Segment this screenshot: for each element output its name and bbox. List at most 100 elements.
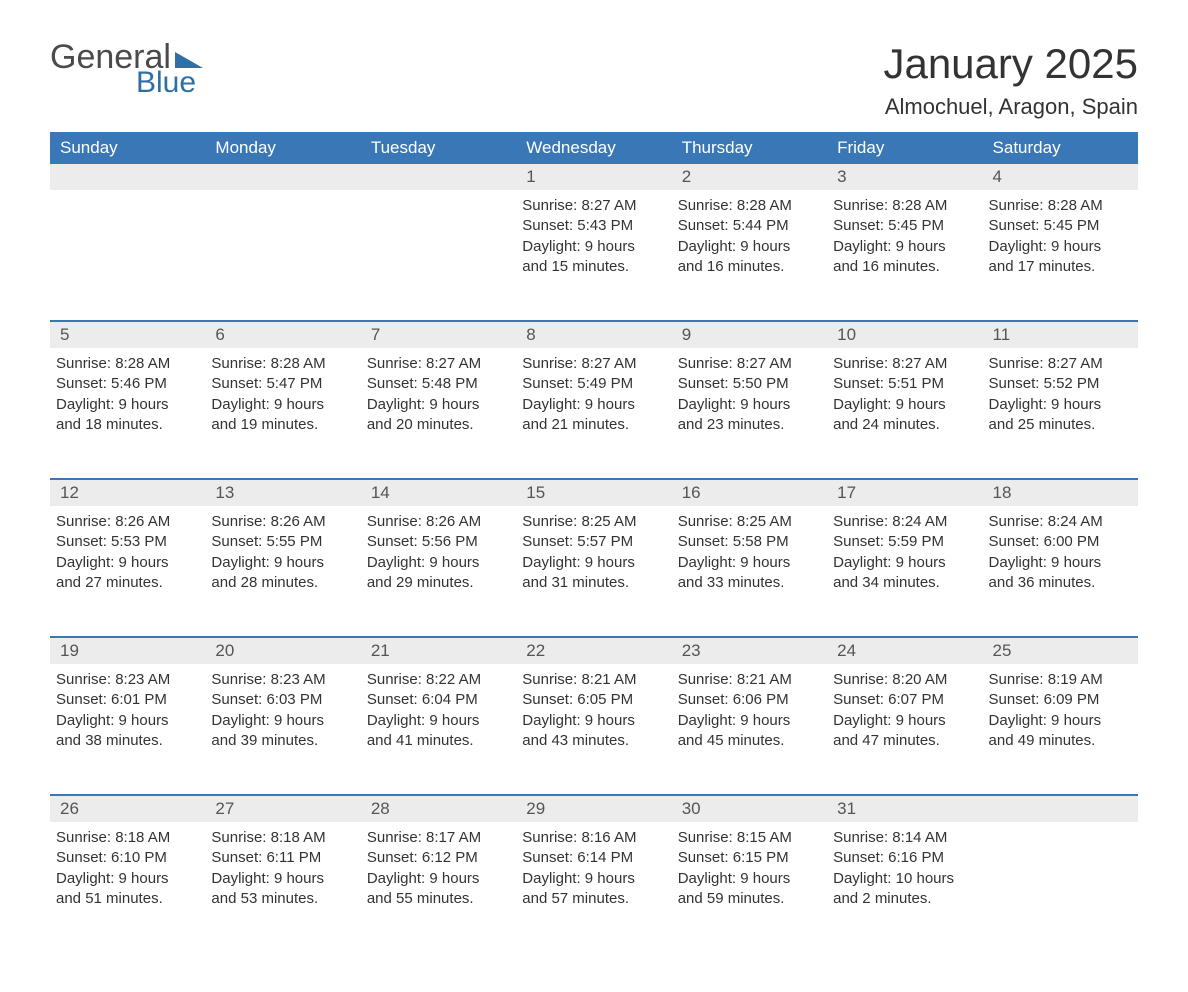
sunrise-text: Sunrise: 8:15 AM: [678, 828, 817, 848]
day1-text: Daylight: 9 hours: [56, 553, 195, 573]
sunrise-text: Sunrise: 8:20 AM: [833, 670, 972, 690]
sunset-text: Sunset: 6:04 PM: [367, 690, 506, 710]
sunrise-text: Sunrise: 8:16 AM: [522, 828, 661, 848]
day-cell-content: Sunrise: 8:27 AMSunset: 5:43 PMDaylight:…: [516, 190, 671, 293]
day-cell: Sunrise: 8:25 AMSunset: 5:58 PMDaylight:…: [672, 506, 827, 637]
day1-text: Daylight: 9 hours: [367, 553, 506, 573]
weekday-header: Tuesday: [361, 132, 516, 164]
day1-text: Daylight: 9 hours: [211, 869, 350, 889]
day-number: 17: [827, 479, 982, 506]
day-cell: Sunrise: 8:18 AMSunset: 6:10 PMDaylight:…: [50, 822, 205, 952]
day-cell-content: Sunrise: 8:25 AMSunset: 5:58 PMDaylight:…: [672, 506, 827, 609]
day-cell: Sunrise: 8:23 AMSunset: 6:03 PMDaylight:…: [205, 664, 360, 795]
week-row: Sunrise: 8:27 AMSunset: 5:43 PMDaylight:…: [50, 190, 1138, 321]
day2-text: and 29 minutes.: [367, 573, 506, 593]
day-number: 20: [205, 637, 360, 664]
day-cell: Sunrise: 8:27 AMSunset: 5:50 PMDaylight:…: [672, 348, 827, 479]
day2-text: and 24 minutes.: [833, 415, 972, 435]
day-number: 3: [827, 164, 982, 190]
sunset-text: Sunset: 6:06 PM: [678, 690, 817, 710]
day2-text: and 43 minutes.: [522, 731, 661, 751]
day-cell: [361, 190, 516, 321]
logo-word-blue: Blue: [136, 68, 203, 98]
day2-text: and 53 minutes.: [211, 889, 350, 909]
day2-text: and 47 minutes.: [833, 731, 972, 751]
sunset-text: Sunset: 5:52 PM: [989, 374, 1128, 394]
day-cell-content: Sunrise: 8:23 AMSunset: 6:01 PMDaylight:…: [50, 664, 205, 767]
day-number: [205, 164, 360, 190]
sunset-text: Sunset: 5:59 PM: [833, 532, 972, 552]
sunrise-text: Sunrise: 8:27 AM: [989, 354, 1128, 374]
sunrise-text: Sunrise: 8:17 AM: [367, 828, 506, 848]
day-cell-content: Sunrise: 8:24 AMSunset: 5:59 PMDaylight:…: [827, 506, 982, 609]
day-number: 28: [361, 795, 516, 822]
day-cell: Sunrise: 8:27 AMSunset: 5:43 PMDaylight:…: [516, 190, 671, 321]
day2-text: and 38 minutes.: [56, 731, 195, 751]
day-cell: Sunrise: 8:16 AMSunset: 6:14 PMDaylight:…: [516, 822, 671, 952]
day1-text: Daylight: 9 hours: [678, 869, 817, 889]
sunset-text: Sunset: 6:05 PM: [522, 690, 661, 710]
day1-text: Daylight: 9 hours: [367, 711, 506, 731]
day-cell-content: Sunrise: 8:22 AMSunset: 6:04 PMDaylight:…: [361, 664, 516, 767]
day-cell-content: Sunrise: 8:18 AMSunset: 6:10 PMDaylight:…: [50, 822, 205, 925]
weekday-header: Thursday: [672, 132, 827, 164]
day-cell-content: Sunrise: 8:27 AMSunset: 5:50 PMDaylight:…: [672, 348, 827, 451]
day1-text: Daylight: 9 hours: [522, 711, 661, 731]
day2-text: and 27 minutes.: [56, 573, 195, 593]
sunset-text: Sunset: 5:45 PM: [989, 216, 1128, 236]
day-number: 10: [827, 321, 982, 348]
sunset-text: Sunset: 5:46 PM: [56, 374, 195, 394]
day2-text: and 21 minutes.: [522, 415, 661, 435]
day1-text: Daylight: 9 hours: [678, 237, 817, 257]
sunrise-text: Sunrise: 8:23 AM: [56, 670, 195, 690]
daynum-row: 12131415161718: [50, 479, 1138, 506]
day2-text: and 15 minutes.: [522, 257, 661, 277]
sunset-text: Sunset: 6:15 PM: [678, 848, 817, 868]
sunrise-text: Sunrise: 8:26 AM: [211, 512, 350, 532]
daynum-row: 19202122232425: [50, 637, 1138, 664]
day1-text: Daylight: 9 hours: [522, 869, 661, 889]
day2-text: and 16 minutes.: [678, 257, 817, 277]
day-cell: Sunrise: 8:26 AMSunset: 5:55 PMDaylight:…: [205, 506, 360, 637]
day1-text: Daylight: 9 hours: [211, 395, 350, 415]
day-cell: Sunrise: 8:25 AMSunset: 5:57 PMDaylight:…: [516, 506, 671, 637]
day-cell: Sunrise: 8:18 AMSunset: 6:11 PMDaylight:…: [205, 822, 360, 952]
day-number: 9: [672, 321, 827, 348]
day-cell: Sunrise: 8:27 AMSunset: 5:48 PMDaylight:…: [361, 348, 516, 479]
day-number: 24: [827, 637, 982, 664]
day-cell-content: Sunrise: 8:14 AMSunset: 6:16 PMDaylight:…: [827, 822, 982, 925]
brand-logo: General Blue: [50, 40, 203, 98]
sunrise-text: Sunrise: 8:27 AM: [367, 354, 506, 374]
day-cell-content: Sunrise: 8:21 AMSunset: 6:06 PMDaylight:…: [672, 664, 827, 767]
day-number: 13: [205, 479, 360, 506]
day-cell-content: Sunrise: 8:27 AMSunset: 5:49 PMDaylight:…: [516, 348, 671, 451]
sunset-text: Sunset: 6:10 PM: [56, 848, 195, 868]
day-number: 15: [516, 479, 671, 506]
sunrise-text: Sunrise: 8:23 AM: [211, 670, 350, 690]
day2-text: and 28 minutes.: [211, 573, 350, 593]
day2-text: and 55 minutes.: [367, 889, 506, 909]
day-cell-content: Sunrise: 8:21 AMSunset: 6:05 PMDaylight:…: [516, 664, 671, 767]
sunrise-text: Sunrise: 8:27 AM: [833, 354, 972, 374]
day-number: 6: [205, 321, 360, 348]
day-cell-content: Sunrise: 8:26 AMSunset: 5:55 PMDaylight:…: [205, 506, 360, 609]
sunrise-text: Sunrise: 8:28 AM: [211, 354, 350, 374]
day-cell: Sunrise: 8:14 AMSunset: 6:16 PMDaylight:…: [827, 822, 982, 952]
day2-text: and 41 minutes.: [367, 731, 506, 751]
weekday-header: Sunday: [50, 132, 205, 164]
day-cell-content: Sunrise: 8:24 AMSunset: 6:00 PMDaylight:…: [983, 506, 1138, 609]
day1-text: Daylight: 9 hours: [989, 395, 1128, 415]
day-number: 19: [50, 637, 205, 664]
day2-text: and 45 minutes.: [678, 731, 817, 751]
day2-text: and 19 minutes.: [211, 415, 350, 435]
day-cell-content: Sunrise: 8:26 AMSunset: 5:56 PMDaylight:…: [361, 506, 516, 609]
day1-text: Daylight: 9 hours: [56, 869, 195, 889]
sunset-text: Sunset: 5:50 PM: [678, 374, 817, 394]
sunset-text: Sunset: 6:12 PM: [367, 848, 506, 868]
day2-text: and 18 minutes.: [56, 415, 195, 435]
sunrise-text: Sunrise: 8:22 AM: [367, 670, 506, 690]
day-cell: Sunrise: 8:19 AMSunset: 6:09 PMDaylight:…: [983, 664, 1138, 795]
day-number: 16: [672, 479, 827, 506]
sunrise-text: Sunrise: 8:24 AM: [989, 512, 1128, 532]
day-number: 26: [50, 795, 205, 822]
